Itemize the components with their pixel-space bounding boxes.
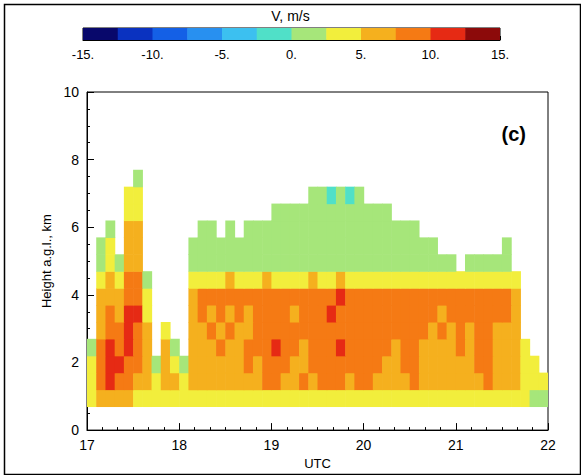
svg-text:4: 4 (71, 287, 79, 303)
svg-text:19: 19 (264, 437, 280, 453)
svg-text:0: 0 (71, 422, 79, 438)
svg-text:0.: 0. (286, 47, 297, 62)
svg-text:5.: 5. (356, 47, 367, 62)
svg-text:-5.: -5. (214, 47, 229, 62)
svg-text:6: 6 (71, 219, 79, 235)
svg-text:-10.: -10. (141, 47, 163, 62)
svg-text:Height a.g.l., km: Height a.g.l., km (39, 214, 54, 308)
svg-text:18: 18 (171, 437, 187, 453)
svg-text:2: 2 (71, 354, 79, 370)
svg-text:21: 21 (448, 437, 464, 453)
svg-text:17: 17 (79, 437, 95, 453)
svg-text:20: 20 (356, 437, 372, 453)
svg-text:V, m/s: V, m/s (271, 8, 309, 24)
svg-text:8: 8 (71, 152, 79, 168)
svg-text:15.: 15. (491, 47, 509, 62)
svg-text:-15.: -15. (72, 47, 94, 62)
svg-text:10: 10 (63, 84, 79, 100)
svg-text:22: 22 (540, 437, 556, 453)
svg-text:10.: 10. (421, 47, 439, 62)
svg-text:(c): (c) (502, 123, 526, 145)
svg-text:UTC: UTC (304, 456, 331, 471)
